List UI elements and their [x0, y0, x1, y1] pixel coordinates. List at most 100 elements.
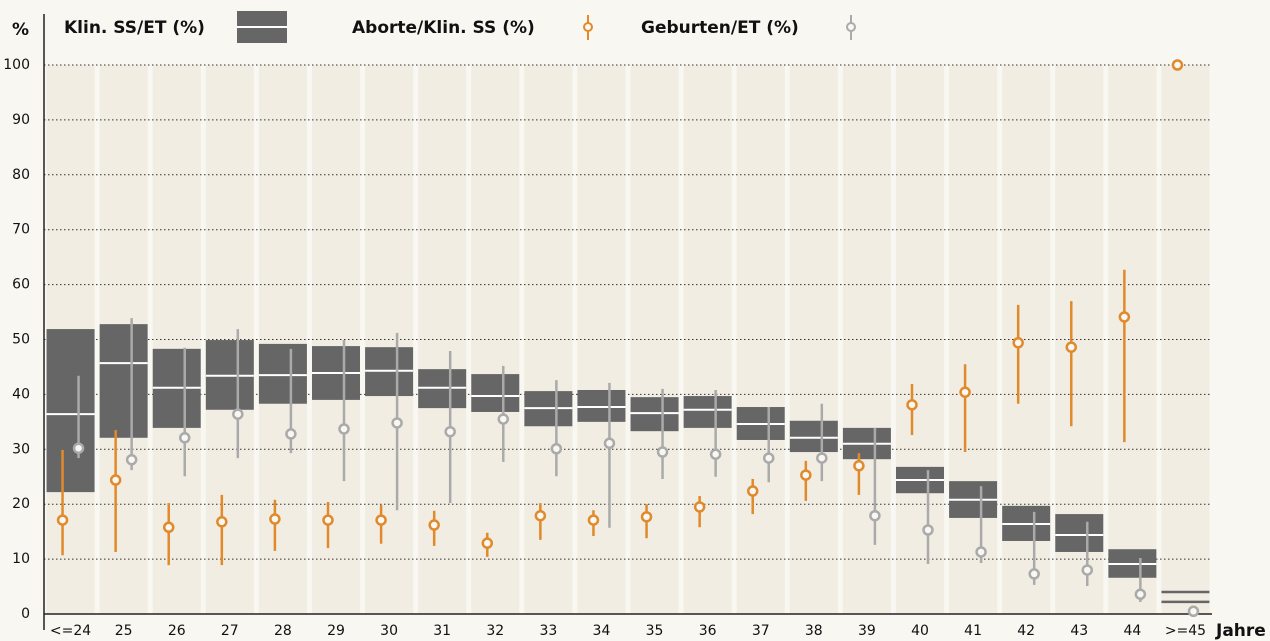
point: [746, 485, 759, 497]
y-tick-label: 0: [21, 606, 30, 622]
x-tick-label: 28: [274, 623, 292, 639]
column-band: [683, 65, 732, 614]
legend-label: Aborte/Klin. SS (%): [352, 18, 535, 38]
point: [800, 469, 812, 481]
y-tick-label: 60: [12, 277, 30, 293]
x-tick-label: 25: [115, 623, 133, 639]
point: [1028, 568, 1040, 580]
point: [869, 509, 881, 522]
point: [322, 514, 334, 526]
x-tick-label: 41: [964, 623, 982, 639]
point: [603, 437, 616, 450]
point: [534, 509, 547, 522]
point: [428, 519, 440, 531]
y-tick-label: 80: [12, 167, 30, 183]
column-band: [205, 65, 254, 614]
column-band: [258, 65, 307, 614]
x-tick-label: >=45: [1165, 623, 1206, 639]
x-tick-label: <=24: [50, 623, 91, 639]
box: [471, 374, 520, 412]
x-axis-label: Jahre: [1215, 621, 1266, 641]
legend-swatch-point: [583, 22, 593, 32]
point: [232, 408, 244, 420]
point: [109, 474, 122, 486]
point: [1171, 59, 1184, 71]
point: [640, 511, 653, 523]
x-tick-label: 40: [911, 623, 929, 639]
x-tick-label: 32: [486, 623, 504, 639]
point: [975, 546, 987, 558]
point: [709, 448, 722, 460]
x-tick-label: 38: [805, 623, 823, 639]
point: [338, 423, 350, 435]
point: [550, 443, 563, 455]
x-tick-label: 43: [1070, 623, 1088, 639]
y-tick-label: 40: [12, 386, 30, 402]
legend-label: Klin. SS/ET (%): [64, 18, 205, 38]
x-tick-label: 35: [646, 623, 664, 639]
y-tick-label: 90: [12, 112, 30, 128]
point: [1065, 341, 1078, 353]
column-band: [789, 65, 838, 614]
point: [162, 521, 175, 534]
point: [481, 537, 494, 549]
y-tick-label: 10: [12, 551, 30, 567]
legend-swatch-point: [846, 22, 856, 32]
y-tick-label: 50: [12, 332, 30, 348]
x-tick-label: 42: [1017, 623, 1035, 639]
x-tick-label: 37: [752, 623, 770, 639]
y-tick-label: 30: [12, 441, 30, 457]
point: [1187, 605, 1200, 618]
x-tick-label: 29: [327, 623, 345, 639]
point: [906, 399, 918, 411]
box: [683, 396, 732, 428]
box: [577, 390, 626, 422]
point: [72, 442, 85, 454]
x-tick-label: 33: [539, 623, 557, 639]
point: [1081, 564, 1094, 576]
y-axis-label: %: [12, 20, 29, 40]
point: [56, 514, 69, 526]
y-tick-label: 70: [12, 222, 30, 238]
column-band: [471, 65, 520, 614]
point: [375, 514, 387, 526]
point: [269, 513, 281, 525]
y-tick-label: 20: [12, 496, 30, 512]
box: [789, 420, 838, 453]
point: [178, 432, 191, 444]
point: [656, 446, 669, 458]
x-tick-label: 31: [433, 623, 451, 639]
point: [693, 501, 706, 513]
y-tick-label: 100: [3, 57, 30, 73]
point: [1118, 311, 1131, 323]
point: [1134, 588, 1147, 600]
legend-label: Geburten/ET (%): [641, 18, 799, 38]
box: [258, 343, 307, 404]
point: [853, 460, 865, 472]
column-band: [842, 65, 891, 614]
point: [762, 452, 775, 464]
point: [285, 428, 297, 440]
point: [391, 417, 403, 429]
point: [816, 452, 828, 464]
x-tick-label: 34: [593, 623, 611, 639]
box: [99, 324, 148, 438]
box: [1055, 514, 1104, 552]
x-tick-label: 39: [858, 623, 876, 639]
box: [46, 329, 95, 493]
point: [444, 425, 456, 438]
point: [959, 386, 971, 398]
x-tick-label: 30: [380, 623, 398, 639]
x-tick-label: 44: [1123, 623, 1141, 639]
column-band: [630, 65, 679, 614]
point: [922, 524, 934, 536]
column-band: [418, 65, 467, 614]
point: [587, 514, 600, 526]
x-tick-label: 27: [221, 623, 239, 639]
point: [1012, 337, 1024, 349]
point: [125, 453, 138, 466]
x-tick-label: 36: [699, 623, 717, 639]
point: [216, 516, 228, 528]
point: [497, 413, 510, 425]
